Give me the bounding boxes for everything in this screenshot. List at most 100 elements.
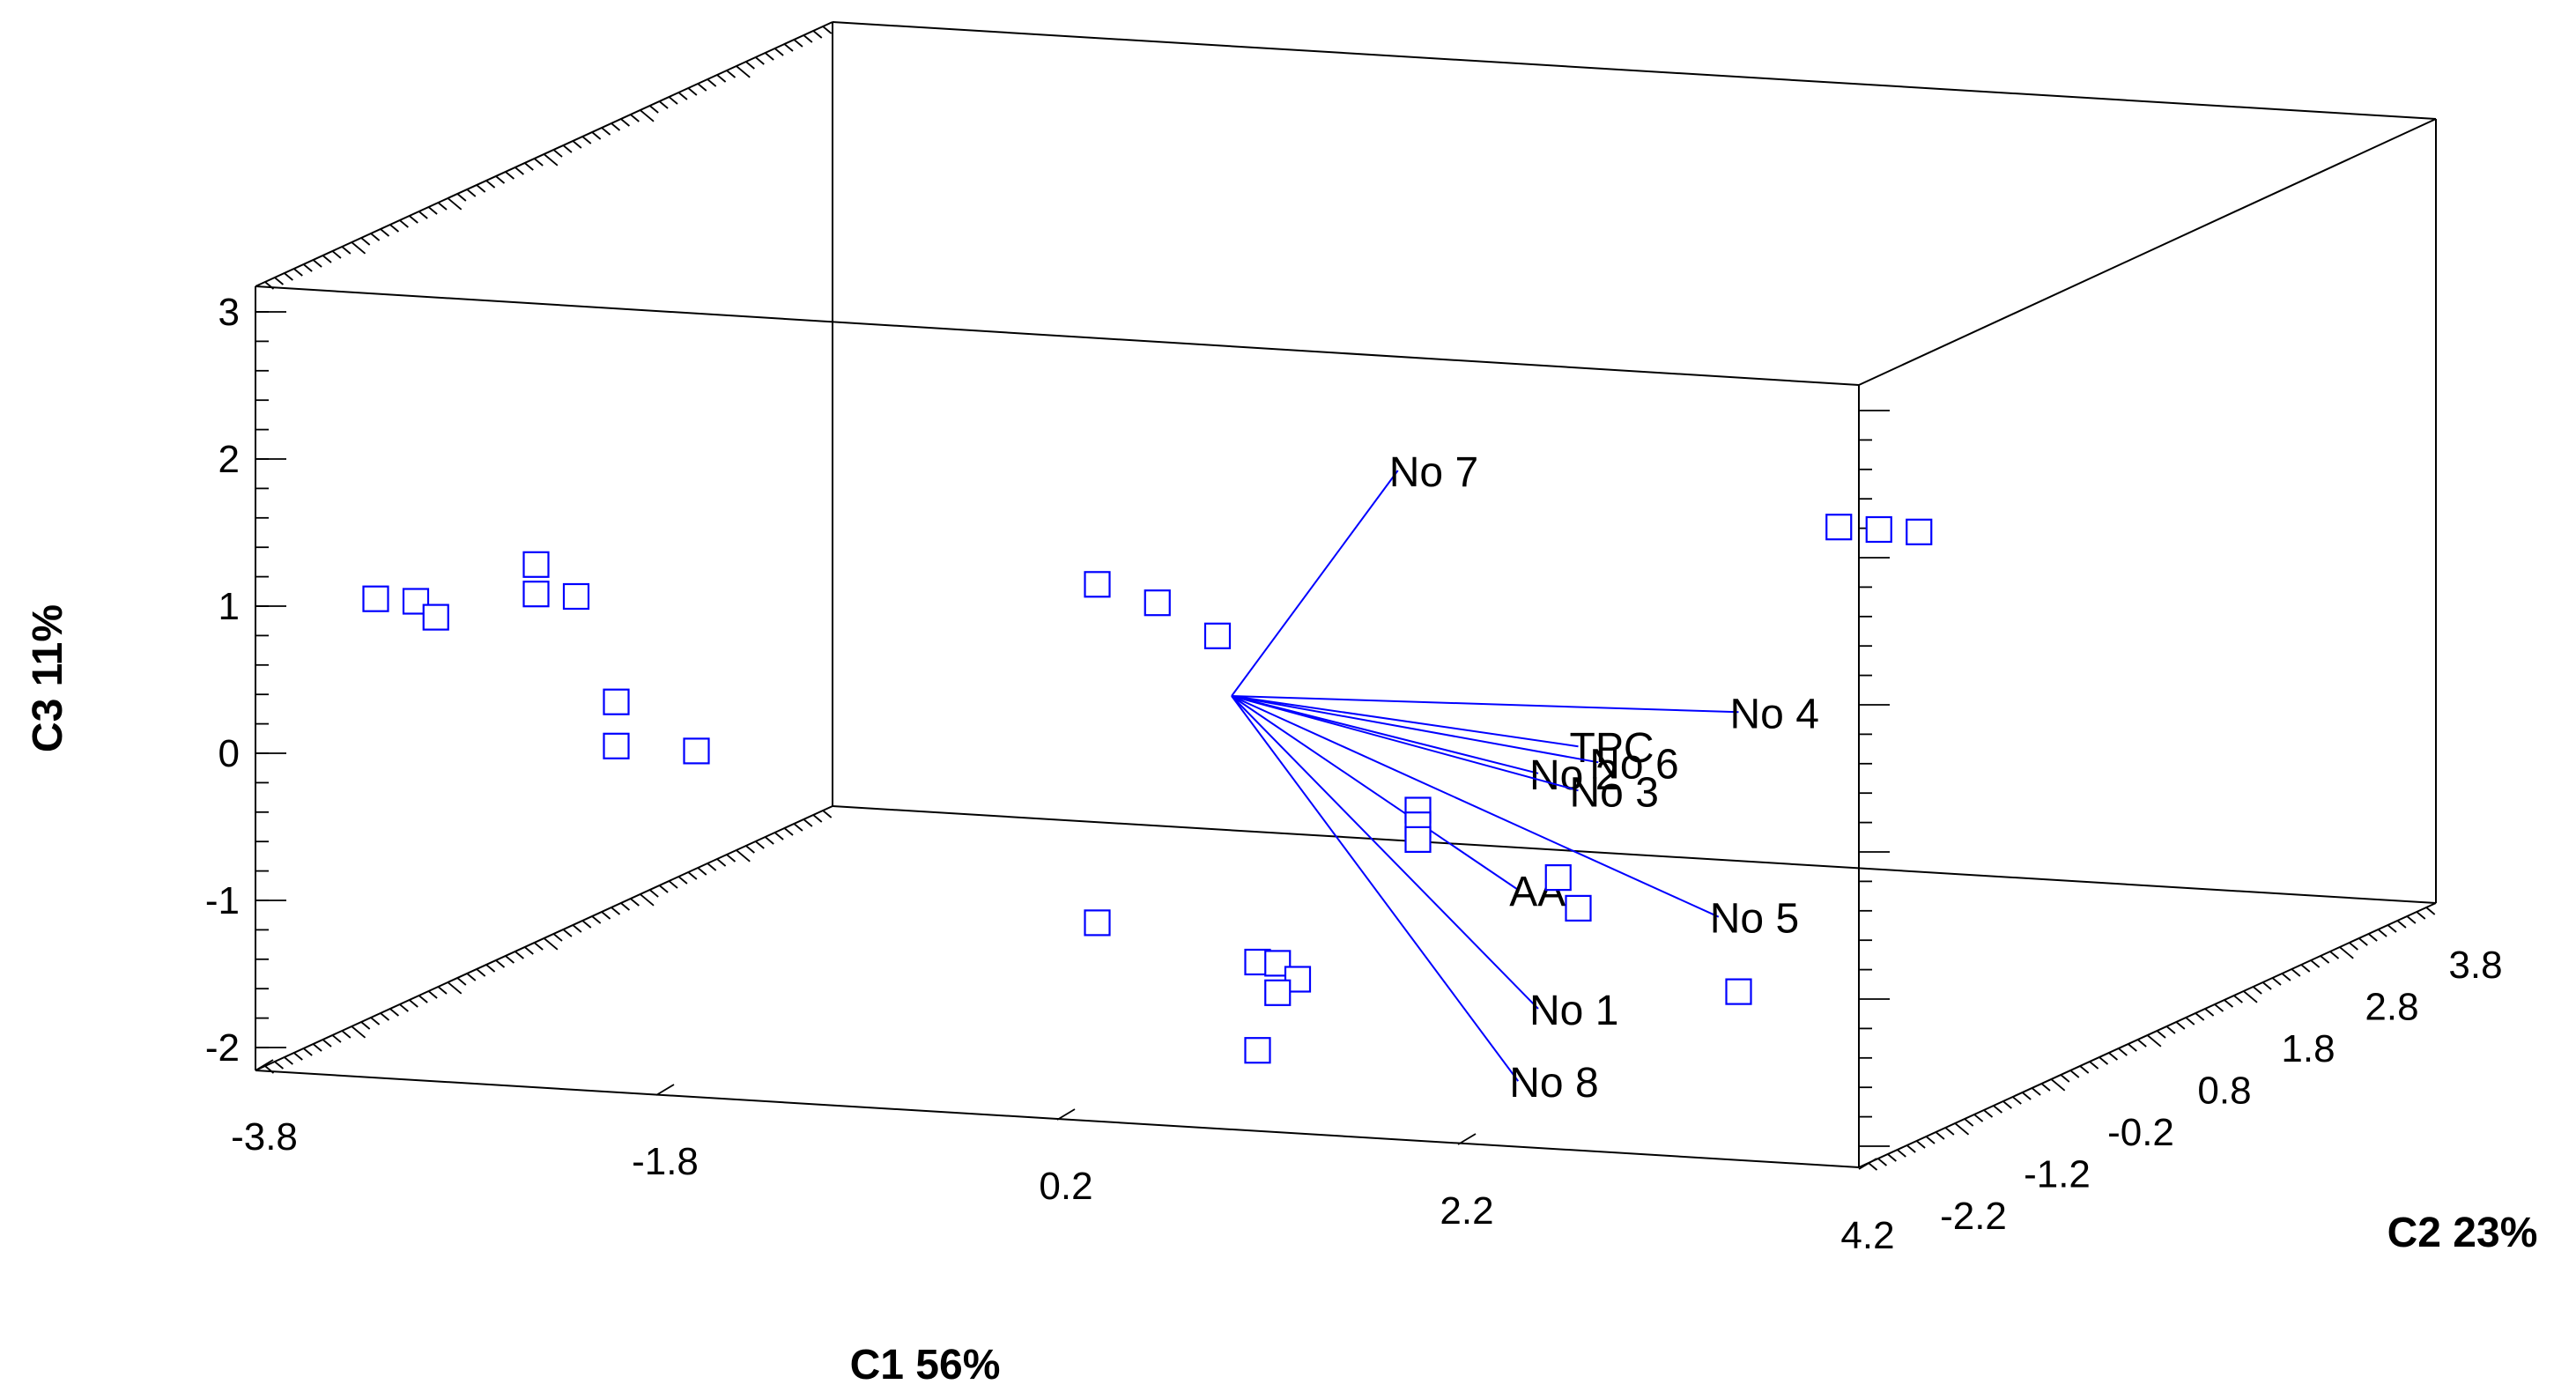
depth-tick bbox=[437, 202, 448, 211]
depth-tick bbox=[736, 849, 751, 863]
tick-labels: 3 2 1 0 -1 -2 -3.8 -1.8 0.2 2.2 4.2 -2.2 -1.2 -0.2 0.8… bbox=[205, 291, 2503, 1257]
depth-tick bbox=[543, 937, 559, 951]
depth-tick bbox=[552, 149, 563, 158]
depth-tick bbox=[745, 845, 755, 854]
depth-tick bbox=[2195, 1012, 2205, 1021]
depth-tick bbox=[505, 171, 515, 180]
depth-tick bbox=[611, 122, 621, 131]
depth-tick bbox=[264, 281, 275, 290]
depth-tick bbox=[2261, 981, 2272, 990]
depth-tick bbox=[437, 986, 448, 995]
box-edge bbox=[1858, 118, 2437, 386]
depth-tick bbox=[2040, 1083, 2051, 1092]
depth-tick bbox=[1925, 1136, 1936, 1144]
loading-vector-line bbox=[1231, 695, 1579, 792]
loading-vector-line bbox=[1231, 695, 1539, 1010]
score-point bbox=[1084, 909, 1111, 937]
loading-vector-label: No 3 bbox=[1570, 769, 1659, 816]
depth-tick bbox=[2368, 933, 2378, 942]
loading-vector-label: No 4 bbox=[1730, 691, 1819, 737]
depth-tick bbox=[543, 153, 559, 167]
depth-tick bbox=[2329, 951, 2340, 959]
depth-tick bbox=[736, 65, 751, 78]
depth-tick bbox=[2406, 915, 2417, 924]
loading-vector-line bbox=[1231, 695, 1739, 714]
depth-tick bbox=[2050, 1078, 2066, 1092]
depth-tick bbox=[447, 197, 463, 211]
depth-tick bbox=[505, 955, 515, 964]
depth-tick bbox=[274, 1061, 285, 1070]
box-edge bbox=[255, 285, 1860, 386]
loading-vector-label: No 2 bbox=[1529, 752, 1618, 799]
depth-tick bbox=[822, 810, 833, 818]
x-major-tick bbox=[1457, 1133, 1477, 1145]
depth-tick bbox=[514, 951, 524, 959]
depth-tick bbox=[2281, 973, 2291, 981]
score-point bbox=[1725, 978, 1752, 1005]
depth-tick bbox=[370, 1017, 381, 1025]
score-point bbox=[1144, 589, 1171, 617]
depth-tick bbox=[389, 224, 400, 233]
depth-tick bbox=[2214, 1003, 2224, 1012]
depth-tick bbox=[427, 990, 438, 999]
depth-tick bbox=[581, 920, 592, 929]
depth-tick bbox=[399, 219, 409, 228]
depth-tick bbox=[447, 981, 463, 995]
y-tick-label: 1 bbox=[218, 585, 240, 628]
depth-tick bbox=[476, 968, 486, 977]
depth-tick-label: 0.8 bbox=[2197, 1070, 2251, 1113]
loading-vector-label: No 1 bbox=[1529, 988, 1618, 1034]
depth-tick bbox=[2358, 937, 2368, 946]
score-point bbox=[1084, 571, 1111, 598]
score-point bbox=[362, 585, 389, 612]
x-tick-label: 2.2 bbox=[1440, 1189, 1493, 1233]
depth-tick bbox=[2060, 1074, 2070, 1083]
depth-tick bbox=[409, 215, 418, 224]
depth-tick bbox=[351, 241, 366, 255]
depth-tick bbox=[2310, 959, 2321, 968]
depth-tick bbox=[1877, 1158, 1888, 1166]
box-edge bbox=[832, 805, 2437, 904]
depth-tick bbox=[658, 100, 669, 109]
score-point bbox=[1264, 979, 1292, 1006]
depth-tick bbox=[2291, 968, 2301, 977]
depth-tick bbox=[274, 277, 285, 285]
depth-tick bbox=[293, 1052, 303, 1061]
depth-tick bbox=[264, 1065, 275, 1074]
depth-tick bbox=[312, 259, 322, 268]
depth-tick bbox=[456, 193, 467, 202]
depth-tick bbox=[2339, 946, 2354, 959]
depth-tick bbox=[572, 140, 582, 149]
depth-tick bbox=[2425, 907, 2436, 915]
y-tick-label: 3 bbox=[218, 291, 240, 334]
depth-tick bbox=[630, 114, 640, 122]
depth-tick bbox=[649, 889, 659, 898]
depth-tick bbox=[331, 1034, 342, 1043]
depth-tick bbox=[765, 52, 774, 61]
depth-tick-label: 2.8 bbox=[2365, 986, 2418, 1029]
score-point bbox=[1825, 514, 1853, 541]
y-tick-label: -2 bbox=[205, 1026, 240, 1070]
loading-vector-line bbox=[1231, 470, 1399, 697]
depth-tick bbox=[360, 1021, 371, 1030]
y-tick-label: 0 bbox=[218, 732, 240, 775]
depth-tick bbox=[389, 1008, 400, 1017]
depth-tick bbox=[601, 911, 611, 920]
depth-tick bbox=[1935, 1131, 1945, 1140]
depth-tick bbox=[591, 131, 602, 140]
depth-tick bbox=[716, 858, 727, 867]
loading-vector-label: No 6 bbox=[1589, 741, 1678, 788]
depth-tick bbox=[303, 263, 313, 272]
depth-tick bbox=[1964, 1118, 1974, 1127]
depth-tick bbox=[456, 977, 467, 986]
depth-tick bbox=[707, 78, 717, 87]
depth-tick bbox=[2175, 1021, 2186, 1030]
depth-tick bbox=[514, 167, 524, 175]
depth-tick bbox=[466, 973, 477, 981]
x-major-tick bbox=[1056, 1108, 1076, 1121]
depth-tick bbox=[2377, 929, 2387, 937]
depth-tick bbox=[812, 30, 823, 39]
score-point bbox=[1865, 515, 1892, 544]
x-major-tick bbox=[655, 1084, 675, 1096]
